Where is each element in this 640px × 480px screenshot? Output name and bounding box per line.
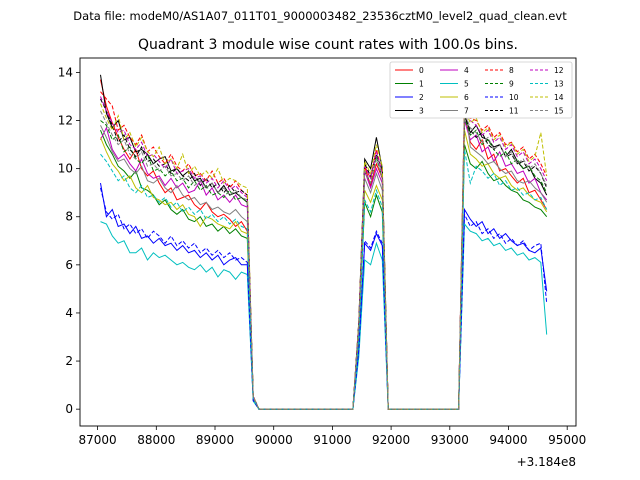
- legend-label: 12: [554, 66, 564, 75]
- y-tick-label: 14: [58, 65, 73, 79]
- axes-frame: [79, 57, 577, 427]
- series-line-1: [100, 130, 548, 410]
- y-tick-label: 0: [65, 402, 73, 416]
- series-line-12: [100, 96, 548, 410]
- series-line-10: [100, 187, 548, 410]
- x-tick-label: 87000: [79, 433, 117, 447]
- x-tick-label: 95000: [548, 433, 586, 447]
- legend-label: 5: [464, 80, 469, 89]
- x-tick-label: 91000: [313, 433, 351, 447]
- legend-label: 2: [419, 93, 424, 102]
- series-line-15: [100, 110, 548, 410]
- series-line-5: [100, 221, 548, 410]
- legend-label: 15: [554, 107, 564, 116]
- y-tick-label: 2: [65, 354, 73, 368]
- legend-label: 3: [419, 107, 424, 116]
- series-line-6: [100, 130, 548, 410]
- legend-label: 13: [554, 80, 564, 89]
- x-offset-text: +3.184e8: [517, 455, 576, 469]
- series-line-14: [100, 103, 548, 410]
- x-tick-label: 88000: [137, 433, 175, 447]
- x-tick-label: 94000: [489, 433, 527, 447]
- y-tick-label: 8: [65, 210, 73, 224]
- legend-label: 0: [419, 66, 424, 75]
- series-line-3: [100, 74, 548, 410]
- series-line-13: [100, 149, 548, 410]
- legend-box: [389, 61, 573, 119]
- plot-area: [100, 74, 548, 410]
- y-tick-label: 6: [65, 258, 73, 272]
- chart-title: Quadrant 3 module wise count rates with …: [138, 37, 518, 53]
- legend-label: 14: [554, 93, 564, 102]
- series-line-2: [100, 183, 548, 410]
- x-tick-label: 89000: [196, 433, 234, 447]
- x-axis: 87000 88000 89000 90000 91000 92000 93000 94000…: [79, 426, 586, 447]
- x-tick-label: 92000: [372, 433, 410, 447]
- y-axis: 0 2 4 6 8 10 12 14: [58, 65, 80, 416]
- legend-label: 4: [464, 66, 469, 75]
- legend-label: 11: [509, 107, 519, 116]
- legend-label: 7: [464, 107, 469, 116]
- legend-label: 10: [509, 93, 519, 102]
- legend-label: 1: [419, 80, 424, 89]
- y-tick-label: 4: [65, 306, 73, 320]
- chart-suptitle: Data file: modeM0/AS1A07_011T01_90000034…: [73, 9, 567, 23]
- y-tick-label: 12: [58, 114, 73, 128]
- legend-label: 6: [464, 93, 469, 102]
- y-tick-label: 10: [58, 162, 73, 176]
- legend-label: 8: [509, 66, 514, 75]
- x-tick-label: 93000: [431, 433, 469, 447]
- legend-label: 9: [509, 80, 514, 89]
- x-tick-label: 90000: [255, 433, 293, 447]
